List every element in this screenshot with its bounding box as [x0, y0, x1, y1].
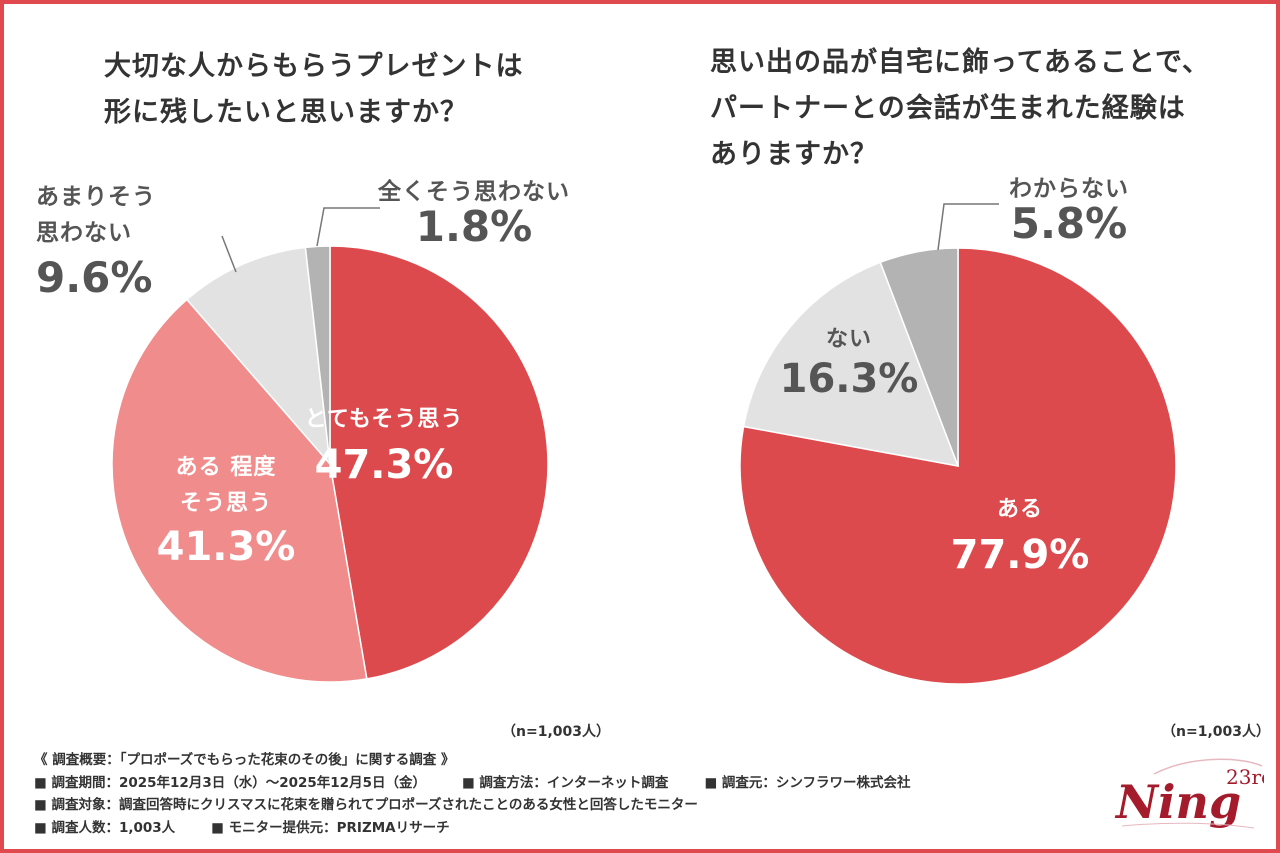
chart-2-slice-3: [879, 247, 959, 467]
left-sample-size-note: （n=1,003人）: [502, 724, 610, 740]
chart-1-slice-2-label-line-2: そう思う: [180, 491, 272, 516]
chart-1-slice-2: [111, 298, 368, 683]
chart-1-slice-4-label-line-1: 全くそう思わない: [377, 178, 570, 205]
survey-target: ■ 調査対象：調査回答時にクリスマスに花束を贈られてプロポーズされたことのある女…: [34, 797, 698, 813]
chart-2-slice-3-value: 5.8%: [1011, 199, 1127, 248]
logo-wordmark: Ning: [1114, 775, 1241, 829]
chart-1-slice-3-value: 9.6%: [36, 253, 152, 302]
chart-2-slice-2: [742, 261, 960, 467]
chart-1-leader-4: [316, 207, 380, 247]
chart-1-slice-1-value: 47.3%: [315, 442, 454, 488]
chart-2-slice-2-value: 16.3%: [780, 356, 919, 402]
survey-count: ■ 調査人数：1,003人: [34, 819, 176, 836]
chart-1-slice-4-value: 1.8%: [416, 202, 532, 251]
chart-1-leader-3: [221, 235, 237, 273]
chart-1-slice-3: [185, 246, 332, 467]
right-title-line-2: パートナーとの会話が生まれた経験は: [710, 93, 1186, 124]
right-title-line-3: ありますか？: [710, 139, 878, 170]
chart-1-slice-4: [304, 245, 331, 465]
left-title-line-2: 形に残したいと思いますか？: [104, 97, 468, 128]
chart-1-slice-2-value: 41.3%: [157, 524, 296, 570]
survey-provider: ■ モニター提供元：PRIZMAリサーチ: [211, 819, 450, 836]
ning-logo-icon: 23rd Ning: [1114, 758, 1264, 829]
logo-superscript: 23rd: [1226, 765, 1264, 789]
chart-1-slice-3-label-line-2: 思わない: [36, 220, 132, 246]
survey-period: ■ 調査期間：2025年12月3日（水）～2025年12月5日（金）: [34, 774, 426, 791]
right-chart-title: 思い出の品が自宅に飾ってあることで、 パートナーとの会話が生まれた経験は ありま…: [710, 40, 1210, 178]
left-chart-title: 大切な人からもらうプレゼントは 形に残したいと思いますか？: [104, 44, 523, 136]
survey-source: ■ 調査元：シンフラワー株式会社: [704, 774, 911, 791]
right-title-line-1: 思い出の品が自宅に飾ってあることで、: [710, 47, 1210, 78]
right-sample-size-note: （n=1,003人）: [1162, 724, 1270, 740]
chart-1-slice-1-label-line-1: とてもそう思う: [305, 407, 464, 432]
chart-2-slice-1-label-line-1: ある: [997, 497, 1043, 522]
survey-row-1: ■ 調査期間：2025年12月3日（水）～2025年12月5日（金） ■ 調査方法…: [34, 772, 911, 795]
chart-2-slice-3-label-line-1: わからない: [1009, 176, 1129, 202]
survey-overview: 《 調査概要：「プロポーズでもらった花束のその後」に関する調査 》 ■ 調査期間…: [34, 749, 911, 839]
survey-header: 《 調査概要：「プロポーズでもらった花束のその後」に関する調査 》: [34, 752, 455, 768]
chart-1-slice-3-label-line-1: あまりそう: [36, 184, 156, 210]
survey-row-3: ■ 調査人数：1,003人 ■ モニター提供元：PRIZMAリサーチ: [34, 817, 911, 840]
chart-1-slice-1: [329, 245, 549, 680]
survey-method: ■ 調査方法：インターネット調査: [461, 774, 669, 791]
left-title-line-1: 大切な人からもらうプレゼントは: [104, 51, 524, 82]
chart-2-slice-2-label-line-1: ない: [826, 327, 872, 352]
chart-2-slice-1-value: 77.9%: [951, 532, 1090, 578]
chart-1-slice-2-label-line-1: ある 程度: [176, 454, 277, 480]
chart-2-leader-3: [937, 203, 999, 251]
